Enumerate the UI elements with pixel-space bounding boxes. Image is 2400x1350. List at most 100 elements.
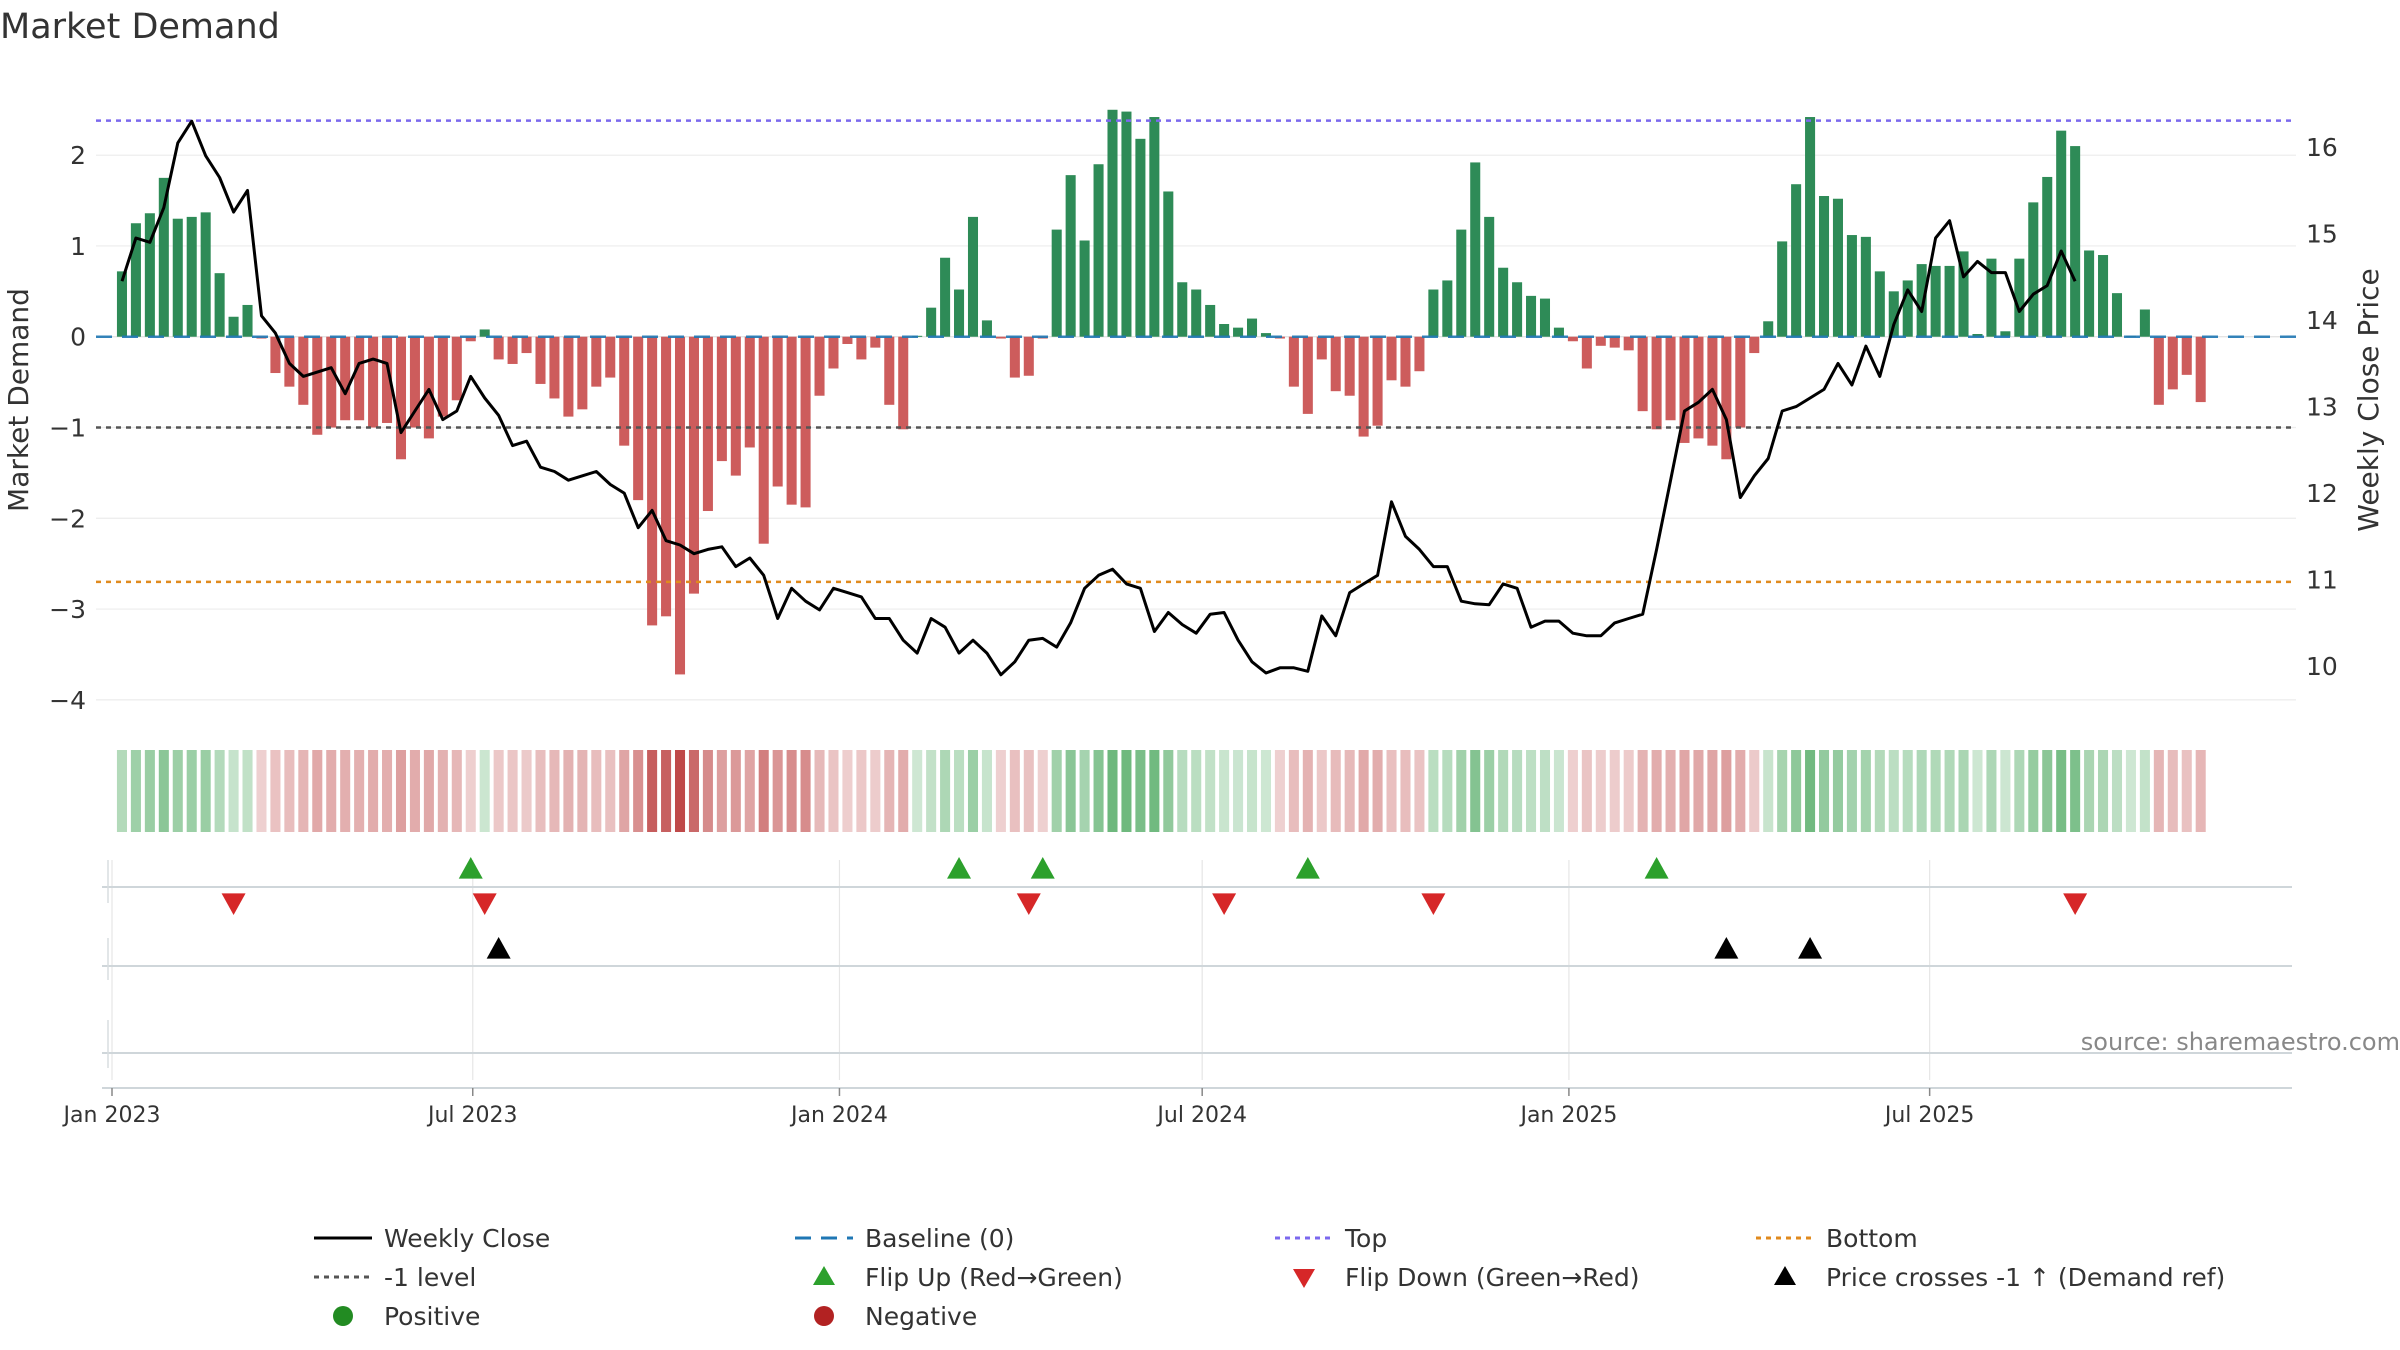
legend-swatch-dot [333, 1306, 353, 1326]
demand-bar [1177, 282, 1188, 337]
heat-strip-cell [326, 750, 337, 832]
heat-strip-cell [1986, 750, 1997, 832]
demand-bar [758, 336, 769, 544]
heat-strip-cell [1818, 750, 1830, 832]
demand-bar [1372, 336, 1383, 426]
demand-bar [1581, 336, 1592, 369]
heat-strip-cell [1958, 750, 1969, 832]
legend-item: Top [1275, 1224, 1387, 1253]
legend-label: Price crosses -1 ↑ (Demand ref) [1826, 1263, 2225, 1292]
x-tick-label: Jan 2023 [62, 1103, 161, 1128]
y-tick-label: −3 [49, 595, 86, 624]
demand-bar [1316, 336, 1327, 360]
heat-strip-cell [507, 750, 518, 832]
demand-bar [1456, 229, 1467, 337]
heat-strip-cell [116, 750, 127, 832]
heat-strip-cell [298, 750, 309, 832]
demand-bar [368, 336, 379, 428]
heat-strip-cell [368, 750, 379, 832]
heat-strip-cell [2056, 750, 2067, 832]
demand-bar [1219, 324, 1230, 337]
heat-strip-cell [256, 750, 267, 832]
demand-bar [870, 336, 881, 348]
demand-bar [214, 273, 225, 337]
heat-strip-cell [1316, 750, 1327, 832]
demand-bar [144, 213, 155, 337]
demand-bar [828, 336, 839, 369]
y-axis-label: Market Demand [2, 288, 35, 512]
demand-bar [884, 336, 895, 405]
x-tick-label: Jul 2024 [1155, 1103, 1247, 1128]
legend: Weekly Close Baseline (0) Top Bottom -1 leve… [314, 1224, 2225, 1331]
heat-strip-cell [382, 750, 393, 832]
legend-item: Baseline (0) [795, 1224, 1014, 1253]
heat-strip-cell [1609, 750, 1620, 832]
x-tick-label: Jan 2024 [789, 1103, 888, 1128]
demand-bar [633, 336, 644, 501]
demand-bar [1749, 336, 1760, 354]
heat-strip-cell [870, 750, 881, 832]
heat-strip-cell [1539, 750, 1551, 832]
demand-bar [549, 336, 560, 399]
demand-bar [2139, 309, 2150, 337]
demand-bar [967, 216, 979, 337]
heat-strip-cell [1205, 750, 1216, 832]
demand-bar [842, 336, 853, 344]
demand-heat-strip [116, 750, 2206, 832]
demand-bar [1233, 327, 1244, 337]
price-line-group [120, 119, 2077, 677]
legend-swatch-triangle [813, 1266, 835, 1285]
demand-bar [1121, 111, 1132, 337]
heat-strip-cell [591, 750, 602, 832]
demand-bar [1818, 196, 1830, 337]
demand-bar [1135, 138, 1146, 337]
legend-label: Bottom [1826, 1224, 1918, 1253]
heat-strip-cell [772, 750, 783, 832]
heat-strip-cell [130, 750, 141, 832]
demand-bar [1512, 282, 1523, 337]
heat-strip-cell [1386, 750, 1397, 832]
demand-bar [395, 336, 407, 460]
demand-bar [1009, 336, 1020, 378]
demand-bar [1805, 117, 1816, 337]
heat-strip-cell [2042, 750, 2053, 832]
heat-strip-cell [619, 750, 630, 832]
legend-item: Positive [333, 1302, 480, 1331]
heat-strip-cell [1163, 750, 1174, 832]
heat-strip-cell [1260, 750, 1271, 832]
demand-bar [1944, 265, 1955, 337]
demand-bar [1972, 334, 1983, 337]
demand-bar [1526, 295, 1537, 337]
heat-strip-cell [605, 750, 616, 832]
heat-strip-cell [1805, 750, 1816, 832]
demand-bar [1288, 336, 1299, 387]
heat-strip-cell [898, 750, 909, 832]
legend-item: Flip Up (Red→Green) [813, 1263, 1123, 1292]
legend-item: Price crosses -1 ↑ (Demand ref) [1774, 1263, 2225, 1292]
reference-lines [96, 119, 2296, 584]
heat-strip-cell [1581, 750, 1592, 832]
demand-bar [493, 336, 504, 360]
demand-bar [1679, 336, 1690, 443]
demand-bar [1470, 162, 1481, 337]
legend-label: Positive [384, 1302, 480, 1331]
heat-strip-cell [912, 750, 923, 832]
demand-bar [1442, 280, 1453, 337]
heat-strip-cell [2084, 750, 2095, 832]
legend-label: Baseline (0) [865, 1224, 1014, 1253]
heat-strip-cell [1023, 750, 1034, 832]
heat-strip-cell [1093, 750, 1104, 832]
demand-bar [409, 336, 420, 428]
demand-bar [1023, 336, 1034, 376]
heat-strip-cell [1777, 750, 1788, 832]
heat-strip-cell [814, 750, 825, 832]
demand-bar [2070, 146, 2081, 337]
x-tick-label: Jan 2025 [1518, 1103, 1617, 1128]
demand-bar [814, 336, 825, 396]
flip-up-marker [1644, 857, 1669, 879]
heat-strip-cell [1288, 750, 1299, 832]
demand-bar [1093, 164, 1104, 337]
heat-strip-cell [2111, 750, 2123, 832]
demand-bar [1777, 241, 1788, 337]
